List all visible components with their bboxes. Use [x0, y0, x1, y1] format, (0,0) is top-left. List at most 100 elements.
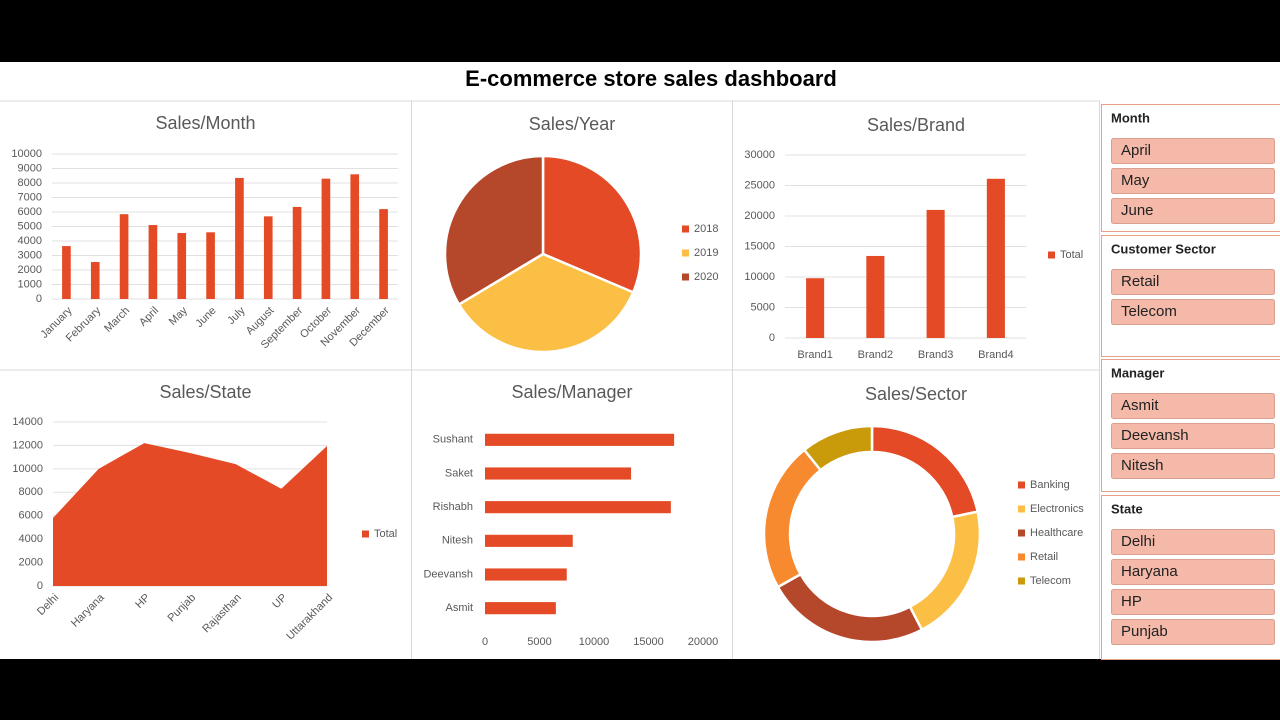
slicer-frame [1101, 235, 1280, 357]
legend-label: Electronics [1030, 503, 1084, 515]
bar [485, 534, 573, 547]
area [53, 443, 327, 586]
bar [206, 232, 215, 299]
slicer-item-label[interactable]: April [1121, 142, 1151, 159]
bar [485, 467, 632, 480]
legend-swatch [1018, 505, 1025, 513]
slicer-item[interactable] [1111, 453, 1275, 479]
y-tick-label: 5000 [18, 220, 42, 232]
y-tick-label: Deevansh [423, 568, 473, 580]
pie-slice [541, 154, 643, 294]
x-tick-label: 20000 [688, 636, 719, 648]
slicer-item-label[interactable]: Retail [1121, 273, 1159, 290]
x-tick-label: 0 [482, 636, 488, 648]
y-tick-label: 12000 [12, 439, 43, 451]
legend-swatch [682, 273, 689, 281]
bar [62, 246, 71, 299]
y-tick-label: Nitesh [442, 535, 473, 547]
y-tick-label: 2000 [18, 264, 42, 276]
y-tick-label: 8000 [19, 486, 43, 498]
panel-borders [0, 100, 1100, 659]
slicer-item[interactable] [1111, 138, 1275, 164]
bar [485, 568, 567, 581]
y-tick-label: Saket [445, 467, 473, 479]
slicer-item-label[interactable]: Deevansh [1121, 427, 1189, 444]
slicer-item-label[interactable]: Delhi [1121, 533, 1155, 550]
y-tick-label: 0 [36, 293, 42, 305]
legend-swatch [362, 530, 369, 538]
slicer-item[interactable] [1111, 619, 1275, 645]
legend-swatch [682, 225, 689, 233]
y-tick-label: 6000 [18, 206, 42, 218]
y-tick-label: 8000 [18, 177, 42, 189]
slicer-item[interactable] [1111, 393, 1275, 419]
y-tick-label: 0 [37, 580, 43, 592]
y-tick-label: 10000 [744, 271, 775, 283]
bar [485, 433, 675, 446]
legend-label: 2018 [694, 223, 718, 235]
x-tick-label: Brand2 [858, 349, 893, 361]
slicer-item[interactable] [1111, 559, 1275, 585]
slicer-item-label[interactable]: Punjab [1121, 623, 1168, 640]
bar [177, 233, 187, 299]
top-bar [0, 0, 1280, 62]
slicer-item[interactable] [1111, 529, 1275, 555]
y-tick-label: 10000 [12, 463, 43, 475]
slicer-item-label[interactable]: Asmit [1121, 397, 1159, 414]
legend-label: Telecom [1030, 575, 1071, 587]
dashboard-title: E-commerce store sales dashboard [465, 66, 837, 91]
y-tick-label: 2000 [19, 556, 43, 568]
y-tick-label: 10000 [11, 148, 42, 160]
bottom-bar [0, 659, 1280, 720]
slicer-item-label[interactable]: June [1121, 202, 1154, 219]
slicer-item-label[interactable]: Haryana [1121, 563, 1178, 580]
x-tick-label: Brand3 [918, 349, 953, 361]
x-tick-label: 5000 [527, 636, 551, 648]
chart-title: Sales/Brand [867, 115, 965, 135]
legend-swatch [1018, 577, 1025, 585]
y-tick-label: 1000 [18, 278, 42, 290]
y-tick-label: 4000 [19, 533, 43, 545]
bar [986, 178, 1005, 338]
slicer-title: Customer Sector [1111, 241, 1216, 256]
y-tick-label: 6000 [19, 510, 43, 522]
bar [90, 262, 100, 299]
slicer-item[interactable] [1111, 299, 1275, 325]
x-tick-label: 15000 [633, 636, 664, 648]
bar [263, 216, 273, 299]
bar [485, 501, 671, 514]
slicer-item-label[interactable]: Telecom [1121, 303, 1177, 320]
slicer-item-label[interactable]: Nitesh [1121, 457, 1164, 474]
legend-label: 2019 [694, 247, 718, 259]
bar [292, 206, 302, 299]
y-tick-label: 25000 [744, 179, 775, 191]
slicer-title: State [1111, 501, 1143, 516]
y-tick-label: 15000 [744, 240, 775, 252]
y-tick-label: 30000 [744, 149, 775, 161]
bar [926, 209, 945, 338]
slicer-item[interactable] [1111, 269, 1275, 295]
chart-title: Sales/Month [155, 113, 255, 133]
slicer-item-label[interactable]: HP [1121, 593, 1142, 610]
bar [806, 278, 825, 338]
bar [148, 225, 158, 299]
slicer-title: Manager [1111, 365, 1164, 380]
y-tick-label: 14000 [12, 416, 43, 428]
legend-label: 2020 [694, 271, 718, 283]
slicer-item[interactable] [1111, 198, 1275, 224]
legend-label: Total [374, 528, 397, 540]
chart-title: Sales/Sector [865, 384, 967, 404]
slicer-item[interactable] [1111, 168, 1275, 194]
chart-title: Sales/Manager [511, 382, 632, 402]
slicer-item-label[interactable]: May [1121, 172, 1150, 189]
bar [321, 178, 331, 299]
slicer-item[interactable] [1111, 423, 1275, 449]
y-tick-label: 5000 [751, 301, 775, 313]
slicer-item[interactable] [1111, 589, 1275, 615]
legend-swatch [1018, 481, 1025, 489]
y-tick-label: Sushant [433, 434, 473, 446]
y-tick-label: 9000 [18, 162, 42, 174]
y-tick-label: Asmit [446, 602, 474, 614]
pie-slice [443, 154, 545, 307]
